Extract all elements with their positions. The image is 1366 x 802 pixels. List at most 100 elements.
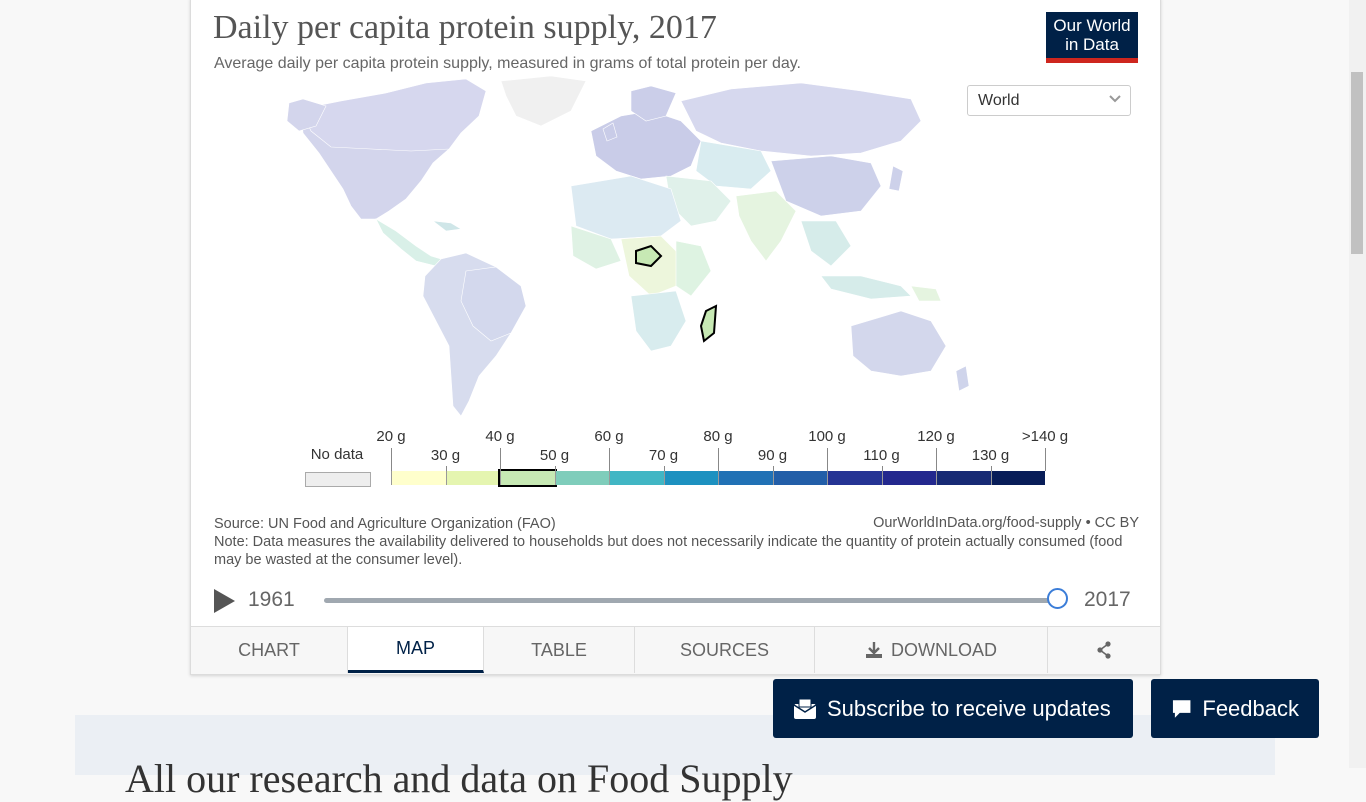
legend-bin[interactable]: [445, 471, 500, 485]
chart-subtitle: Average daily per capita protein supply,…: [214, 55, 801, 72]
map-region-west-africa: [570, 225, 622, 270]
map-region-russia: [680, 82, 922, 157]
comment-icon: [1172, 699, 1191, 718]
timeline-track[interactable]: [324, 598, 1060, 603]
legend-bin[interactable]: [498, 469, 557, 487]
legend-tick: [445, 466, 447, 471]
legend-bin[interactable]: [609, 471, 664, 485]
tab-table[interactable]: TABLE: [484, 627, 635, 673]
legend-no-data-label: No data: [310, 446, 364, 463]
entity-select-value: World: [978, 92, 1020, 109]
legend-bin[interactable]: [554, 471, 609, 485]
legend-bottom-label: 90 g: [757, 447, 788, 464]
legend-tick: [500, 448, 501, 471]
share-icon: [1097, 641, 1111, 659]
map-region-china: [770, 155, 882, 217]
legend-tick: [718, 448, 719, 471]
map-region-central-america: [375, 218, 442, 267]
legend-bottom-label: 50 g: [539, 447, 570, 464]
research-heading: All our research and data on Food Supply: [125, 756, 793, 801]
legend-bin[interactable]: [936, 471, 991, 485]
map-region-north-africa: [570, 175, 682, 240]
legend-top-label: 100 g: [808, 428, 846, 445]
tab-sources[interactable]: SOURCES: [635, 627, 815, 673]
map-legend: No data 20 g 40 g 60 g 80 g 100 g 120 g >140 g…: [191, 424, 1160, 494]
map-region-scandinavia: [630, 85, 677, 122]
legend-bin[interactable]: [881, 471, 936, 485]
legend-bottom-label: 70 g: [648, 447, 679, 464]
timeline-end-year: 2017: [1084, 588, 1131, 611]
subscribe-button[interactable]: Subscribe to receive updates: [773, 679, 1133, 738]
legend-tick: [554, 466, 556, 471]
map-region-png: [910, 285, 942, 302]
map-region-japan: [888, 165, 904, 192]
legend-bin[interactable]: [772, 471, 827, 485]
legend-top-label: 120 g: [917, 428, 955, 445]
note-text: Note: Data measures the availability del…: [214, 534, 1123, 568]
legend-tick: [663, 466, 665, 471]
scrollbar-thumb[interactable]: [1351, 72, 1363, 254]
feedback-label: Feedback: [1202, 695, 1299, 721]
chart-card: Daily per capita protein supply, 2017 Av…: [190, 0, 1161, 675]
tab-share[interactable]: [1048, 627, 1160, 673]
legend-tick: [609, 448, 610, 471]
entity-select[interactable]: World: [967, 85, 1131, 116]
map-region-southern-africa: [630, 290, 687, 352]
legend-tick: [827, 448, 828, 471]
timeline: 1961 2017: [191, 587, 1160, 617]
legend-tick: [1045, 448, 1046, 471]
chevron-down-icon: [1109, 95, 1121, 103]
legend-bottom-label: 110 g: [863, 447, 900, 464]
legend-top-label: 60 g: [594, 428, 624, 445]
tab-map[interactable]: MAP: [348, 627, 484, 673]
world-map[interactable]: [211, 71, 1011, 421]
logo-line-2: in Data: [1065, 35, 1119, 54]
license-link[interactable]: OurWorldInData.org/food-supply • CC BY: [873, 515, 1139, 531]
map-region-uk: [602, 122, 618, 142]
legend-no-data-swatch[interactable]: [305, 472, 371, 487]
legend-top-label: 80 g: [703, 428, 733, 445]
map-region-car: [635, 244, 663, 268]
map-region-se-asia: [800, 220, 852, 267]
legend-bin[interactable]: [718, 471, 773, 485]
map-region-india: [735, 190, 797, 262]
play-icon[interactable]: [214, 589, 235, 613]
source-note: Source: UN Food and Agriculture Organiza…: [214, 515, 1139, 569]
tab-download-label: DOWNLOAD: [890, 639, 997, 660]
map-region-alaska: [286, 98, 327, 132]
map-region-madagascar: [699, 304, 718, 343]
legend-bin[interactable]: [990, 471, 1045, 485]
map-region-indonesia: [820, 275, 912, 300]
map-region-central-asia: [695, 140, 772, 190]
timeline-handle[interactable]: [1047, 588, 1068, 609]
legend-bin[interactable]: [663, 471, 718, 485]
logo-line-1: Our World: [1053, 16, 1131, 35]
feedback-button[interactable]: Feedback: [1151, 679, 1319, 738]
legend-tick: [936, 448, 937, 471]
map-region-east-africa: [675, 240, 712, 297]
chart-title: Daily per capita protein supply, 2017: [213, 9, 717, 46]
subscribe-label: Subscribe to receive updates: [827, 695, 1111, 721]
legend-bottom-label: 130 g: [971, 447, 1010, 464]
legend-tick: [990, 466, 992, 471]
tab-chart[interactable]: CHART: [191, 627, 348, 673]
source-text[interactable]: Source: UN Food and Agriculture Organiza…: [214, 516, 556, 532]
tab-download[interactable]: DOWNLOAD: [815, 627, 1048, 673]
map-region-caribbean: [431, 220, 462, 232]
map-region-canada: [300, 78, 487, 152]
map-region-new-zealand: [955, 365, 970, 392]
legend-tick: [881, 466, 883, 471]
map-region-australia: [850, 310, 947, 377]
chart-tabs: CHART MAP TABLE SOURCES DOWNLOAD: [191, 626, 1160, 674]
legend-top-label: 40 g: [485, 428, 515, 445]
legend-tick: [391, 448, 392, 471]
legend-tick: [772, 466, 774, 471]
legend-bin[interactable]: [391, 471, 446, 485]
legend-bin[interactable]: [827, 471, 882, 485]
owid-logo[interactable]: Our World in Data: [1046, 12, 1138, 63]
map-region-brazil: [460, 266, 527, 342]
envelope-icon: [793, 698, 817, 719]
page-scrollbar[interactable]: [1349, 0, 1366, 768]
legend-bottom-label: 30 g: [430, 447, 461, 464]
download-icon: [865, 642, 882, 658]
